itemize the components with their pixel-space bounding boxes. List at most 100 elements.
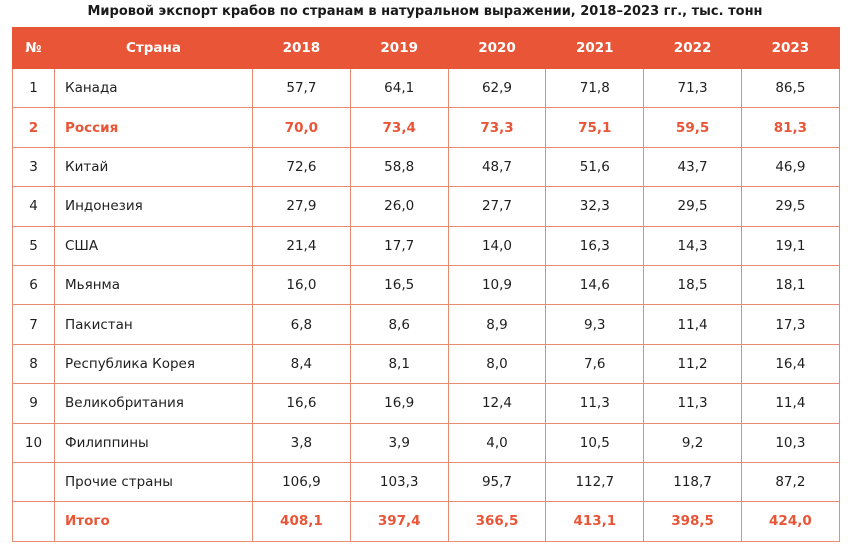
value-cell: 16,5	[349, 264, 449, 306]
value-cell: 58,8	[349, 146, 449, 188]
country-cell: Россия	[54, 107, 253, 148]
value-cell: 8,4	[252, 343, 351, 385]
value-cell: 14,3	[643, 225, 742, 266]
country-cell: Прочие страны	[54, 461, 253, 503]
value-cell: 70,0	[252, 107, 351, 148]
value-cell: 62,9	[447, 67, 547, 109]
value-cell: 10,9	[447, 264, 547, 306]
row-number: 10	[12, 422, 55, 463]
country-cell: США	[54, 225, 253, 266]
country-cell: Итого	[54, 501, 253, 542]
country-cell: Мьянма	[54, 264, 253, 306]
value-cell: 8,9	[447, 304, 547, 345]
value-cell: 408,1	[252, 501, 351, 542]
country-cell: Пакистан	[54, 304, 253, 345]
value-cell: 14,6	[545, 264, 645, 306]
value-cell: 7,6	[545, 343, 645, 385]
header-number: №	[12, 27, 55, 69]
value-cell: 18,1	[740, 264, 840, 306]
table-row: 9 Великобритания 16,6 16,9 12,4 11,3 11,3 11,4	[12, 383, 840, 424]
value-cell: 26,0	[349, 186, 449, 227]
value-cell: 4,0	[447, 422, 547, 463]
country-cell: Индонезия	[54, 186, 253, 227]
row-number: 5	[12, 225, 55, 266]
value-cell: 413,1	[545, 501, 645, 542]
value-cell: 27,7	[447, 186, 547, 227]
value-cell: 12,4	[447, 383, 547, 424]
country-cell: Республика Корея	[54, 343, 253, 385]
header-year: 2019	[349, 27, 449, 69]
row-number: 6	[12, 264, 55, 306]
value-cell: 73,4	[349, 107, 449, 148]
value-cell: 71,8	[545, 67, 645, 109]
table-row: 6 Мьянма 16,0 16,5 10,9 14,6 18,5 18,1	[12, 264, 840, 306]
table-row: 4 Индонезия 27,9 26,0 27,7 32,3 29,5 29,5	[12, 186, 840, 227]
table-row: 2 Россия 70,0 73,4 73,3 75,1 59,5 81,3	[12, 107, 840, 148]
value-cell: 17,7	[349, 225, 449, 266]
value-cell: 43,7	[643, 146, 742, 188]
value-cell: 6,8	[252, 304, 351, 345]
value-cell: 87,2	[740, 461, 840, 503]
row-number: 4	[12, 186, 55, 227]
table-row: Прочие страны 106,9 103,3 95,7 112,7 118,7 87,…	[12, 461, 840, 503]
value-cell: 29,5	[740, 186, 840, 227]
row-number	[12, 461, 55, 503]
value-cell: 51,6	[545, 146, 645, 188]
header-country: Страна	[54, 27, 253, 69]
country-cell: Китай	[54, 146, 253, 188]
value-cell: 9,3	[545, 304, 645, 345]
value-cell: 16,3	[545, 225, 645, 266]
crab-export-table: № Страна 2018 2019 2020 2021 2022 2023 1 Канада 5…	[12, 27, 840, 542]
value-cell: 11,2	[643, 343, 742, 385]
value-cell: 73,3	[447, 107, 547, 148]
value-cell: 118,7	[643, 461, 742, 503]
value-cell: 72,6	[252, 146, 351, 188]
value-cell: 8,1	[349, 343, 449, 385]
header-year: 2018	[252, 27, 351, 69]
table-header-row: № Страна 2018 2019 2020 2021 2022 2023	[12, 27, 840, 69]
header-year: 2020	[447, 27, 547, 69]
table-row: 5 США 21,4 17,7 14,0 16,3 14,3 19,1	[12, 225, 840, 266]
value-cell: 27,9	[252, 186, 351, 227]
value-cell: 103,3	[349, 461, 449, 503]
header-year: 2023	[740, 27, 840, 69]
header-year: 2022	[643, 27, 742, 69]
table-row: 10 Филиппины 3,8 3,9 4,0 10,5 9,2 10,3	[12, 422, 840, 463]
value-cell: 424,0	[740, 501, 840, 542]
country-cell: Великобритания	[54, 383, 253, 424]
row-number: 2	[12, 107, 55, 148]
country-cell: Канада	[54, 67, 253, 109]
value-cell: 397,4	[349, 501, 449, 542]
header-year: 2021	[545, 27, 645, 69]
value-cell: 11,4	[643, 304, 742, 345]
value-cell: 14,0	[447, 225, 547, 266]
table-row: 8 Республика Корея 8,4 8,1 8,0 7,6 11,2 16,4	[12, 343, 840, 385]
value-cell: 18,5	[643, 264, 742, 306]
value-cell: 81,3	[740, 107, 840, 148]
value-cell: 16,6	[252, 383, 351, 424]
value-cell: 95,7	[447, 461, 547, 503]
value-cell: 29,5	[643, 186, 742, 227]
value-cell: 46,9	[740, 146, 840, 188]
value-cell: 106,9	[252, 461, 351, 503]
value-cell: 86,5	[740, 67, 840, 109]
value-cell: 3,9	[349, 422, 449, 463]
value-cell: 16,4	[740, 343, 840, 385]
table-body: 1 Канада 57,7 64,1 62,9 71,8 71,3 86,5 2 Россия 70…	[12, 67, 840, 542]
value-cell: 21,4	[252, 225, 351, 266]
row-number: 9	[12, 383, 55, 424]
value-cell: 16,0	[252, 264, 351, 306]
value-cell: 19,1	[740, 225, 840, 266]
row-number: 1	[12, 67, 55, 109]
table-row: 1 Канада 57,7 64,1 62,9 71,8 71,3 86,5	[12, 67, 840, 109]
value-cell: 10,3	[740, 422, 840, 463]
value-cell: 112,7	[545, 461, 645, 503]
value-cell: 10,5	[545, 422, 645, 463]
table-row: 3 Китай 72,6 58,8 48,7 51,6 43,7 46,9	[12, 146, 840, 188]
value-cell: 17,3	[740, 304, 840, 345]
table-row: Итого 408,1 397,4 366,5 413,1 398,5 424,0	[12, 501, 840, 542]
value-cell: 32,3	[545, 186, 645, 227]
value-cell: 48,7	[447, 146, 547, 188]
country-cell: Филиппины	[54, 422, 253, 463]
value-cell: 3,8	[252, 422, 351, 463]
